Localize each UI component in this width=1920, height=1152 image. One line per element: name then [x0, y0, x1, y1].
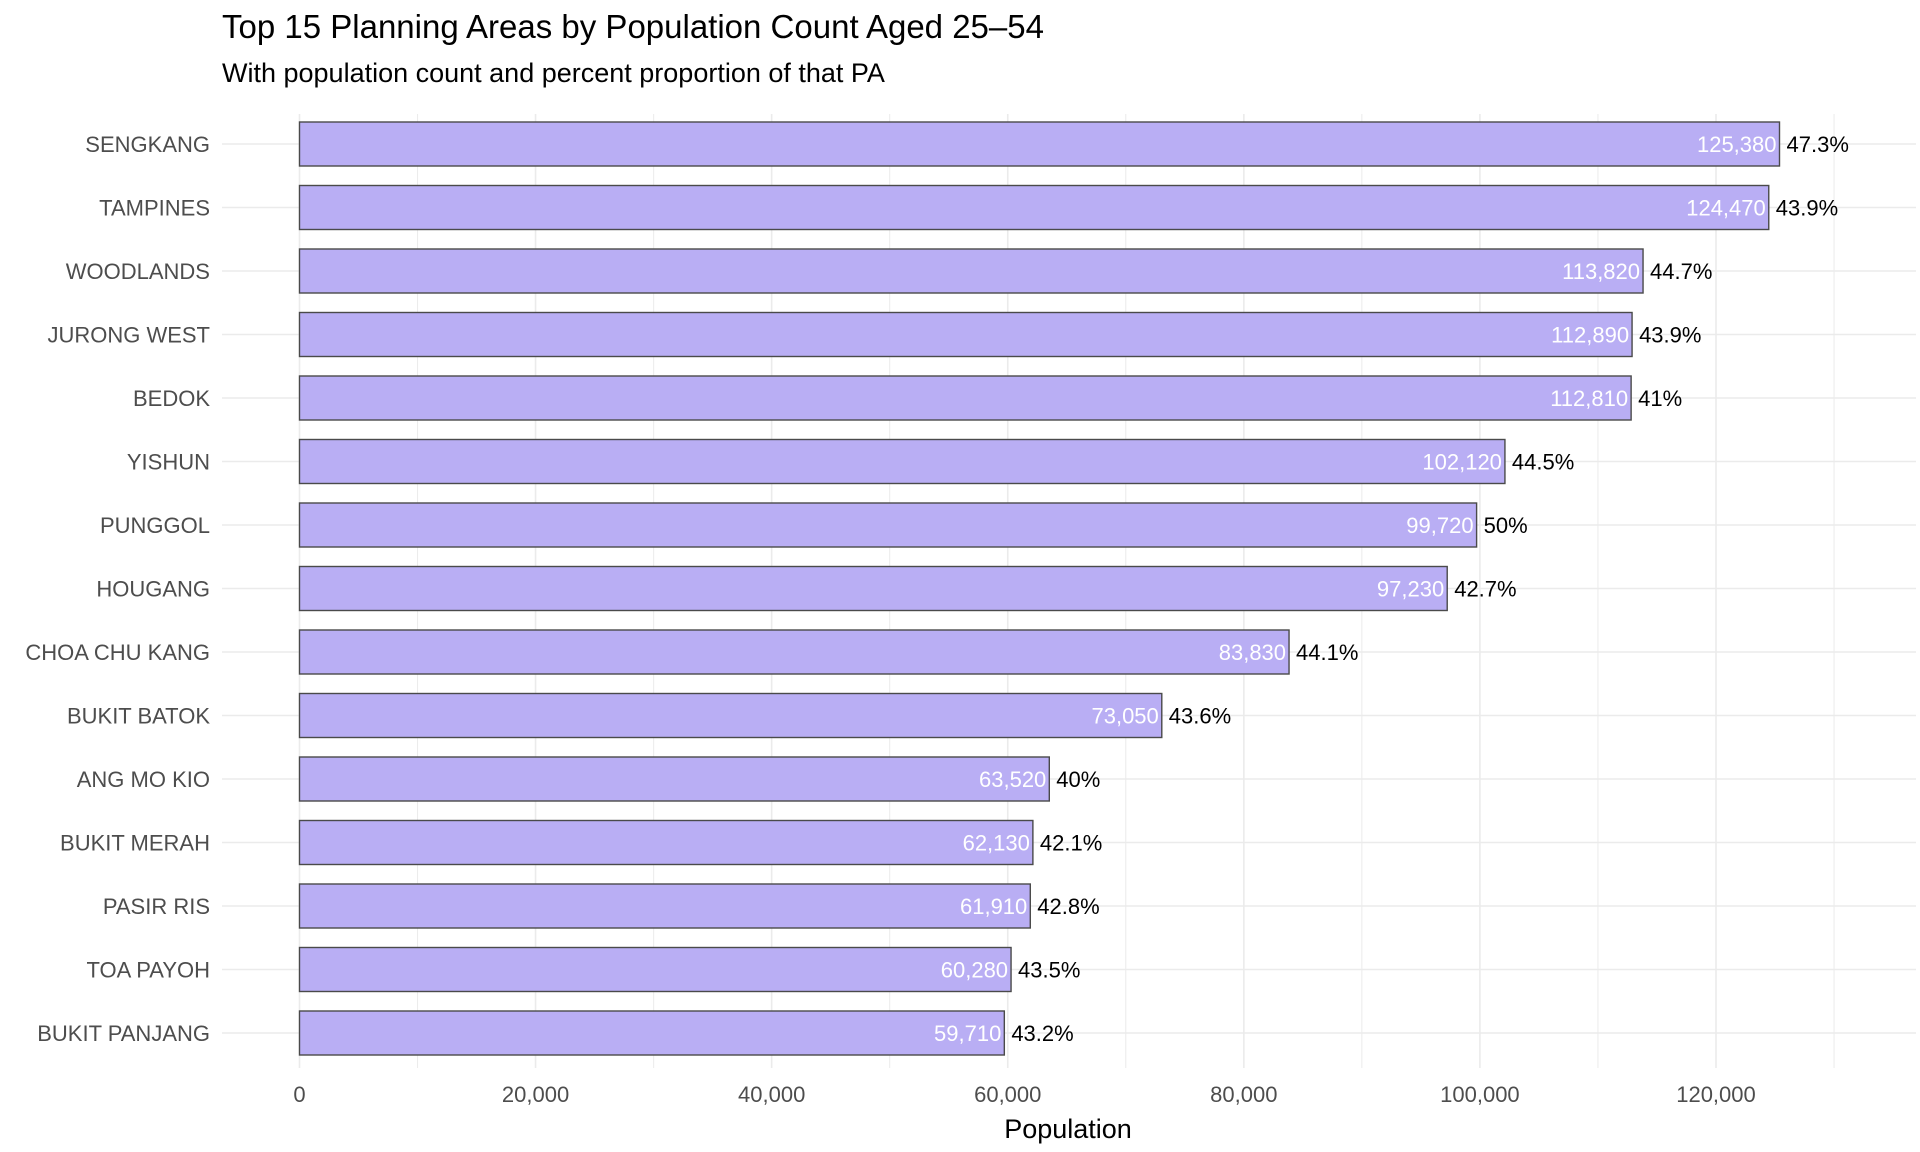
y-tick-label: PASIR RIS — [103, 894, 210, 919]
percent-label: 44.1% — [1296, 640, 1358, 665]
bar — [298, 565, 1448, 612]
y-tick-label: SENGKANG — [85, 132, 210, 157]
x-tick-label: 80,000 — [1210, 1082, 1277, 1107]
x-tick-label: 120,000 — [1676, 1082, 1756, 1107]
percent-label: 43.5% — [1018, 958, 1080, 983]
bar — [298, 248, 1644, 294]
y-tick-label: BUKIT BATOK — [67, 704, 210, 729]
chart-title: Top 15 Planning Areas by Population Coun… — [222, 8, 1044, 45]
value-label: 59,710 — [934, 1021, 1001, 1046]
value-label: 61,910 — [960, 894, 1027, 919]
x-tick-label: 100,000 — [1440, 1082, 1520, 1107]
percent-label: 44.7% — [1650, 259, 1712, 284]
value-label: 102,120 — [1422, 450, 1502, 475]
bar — [298, 692, 1163, 739]
percent-label: 43.9% — [1639, 323, 1701, 348]
bar — [298, 819, 1034, 866]
value-label: 113,820 — [1562, 259, 1640, 284]
y-axis: SENGKANG TAMPINES WOODLANDS JURONG WEST BEDO… — [25, 132, 210, 1046]
bar — [298, 1010, 1006, 1056]
x-tick-label: 20,000 — [502, 1082, 569, 1107]
y-tick-label: JURONG WEST — [47, 323, 210, 348]
bar — [298, 311, 1633, 358]
y-tick-label: TOA PAYOH — [87, 958, 210, 983]
percent-label: 50% — [1484, 513, 1528, 538]
bar — [298, 438, 1506, 485]
value-label: 99,720 — [1406, 513, 1473, 538]
bar — [298, 756, 1050, 802]
value-label: 125,380 — [1697, 132, 1777, 157]
y-tick-label: ANG MO KIO — [77, 767, 210, 792]
y-tick-label: TAMPINES — [99, 196, 210, 221]
y-tick-label: BEDOK — [133, 386, 210, 411]
bar — [298, 502, 1478, 548]
bar — [298, 629, 1290, 675]
bars — [298, 121, 1781, 1056]
value-label: 63,520 — [979, 767, 1046, 792]
value-label: 112,890 — [1551, 323, 1629, 348]
value-label: 60,280 — [941, 958, 1008, 983]
y-tick-label: PUNGGOL — [100, 513, 210, 538]
y-tick-label: YISHUN — [127, 450, 210, 475]
percent-label: 43.2% — [1011, 1021, 1073, 1046]
percent-label: 47.3% — [1787, 132, 1849, 157]
x-tick-label: 60,000 — [974, 1082, 1041, 1107]
y-tick-label: BUKIT MERAH — [60, 831, 210, 856]
bar — [298, 121, 1781, 167]
percent-label: 42.1% — [1040, 831, 1102, 856]
y-tick-label: WOODLANDS — [66, 259, 210, 284]
chart-subtitle: With population count and percent propor… — [222, 58, 885, 88]
value-label: 97,230 — [1377, 577, 1444, 602]
value-label: 62,130 — [963, 831, 1030, 856]
bar — [298, 184, 1770, 231]
x-tick-label: 40,000 — [738, 1082, 805, 1107]
value-label: 124,470 — [1686, 196, 1766, 221]
x-axis-title: Population — [1004, 1114, 1132, 1144]
x-axis: 0 20,000 40,000 60,000 80,000 100,000 120,000 — [293, 1082, 1755, 1107]
percent-label: 41% — [1638, 386, 1682, 411]
percent-label: 42.8% — [1037, 894, 1099, 919]
y-tick-label: BUKIT PANJANG — [37, 1021, 210, 1046]
bar-labels: 125,380 47.3% 124,470 43.9% 113,820 44.7% 112,… — [934, 132, 1849, 1046]
y-tick-label: HOUGANG — [96, 577, 210, 602]
percent-label: 43.6% — [1169, 704, 1231, 729]
value-label: 83,830 — [1219, 640, 1286, 665]
bar — [298, 883, 1031, 929]
percent-label: 40% — [1056, 767, 1100, 792]
percent-label: 43.9% — [1776, 196, 1838, 221]
x-tick-label: 0 — [293, 1082, 305, 1107]
bar — [298, 946, 1012, 993]
value-label: 112,810 — [1550, 386, 1628, 411]
percent-label: 44.5% — [1512, 450, 1574, 475]
value-label: 73,050 — [1091, 704, 1158, 729]
bar — [298, 375, 1632, 421]
percent-label: 42.7% — [1454, 577, 1516, 602]
y-tick-label: CHOA CHU KANG — [25, 640, 210, 665]
